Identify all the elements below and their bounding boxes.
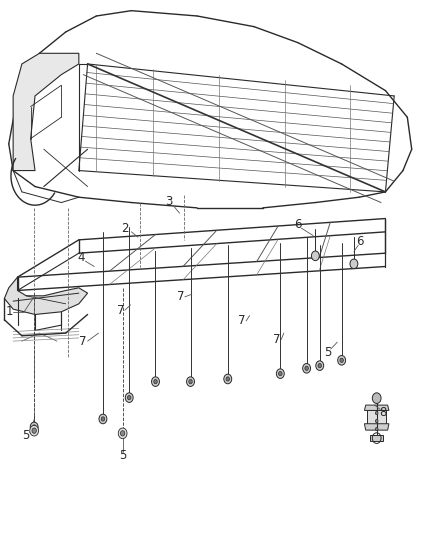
Circle shape bbox=[187, 377, 194, 386]
Circle shape bbox=[101, 417, 105, 421]
Circle shape bbox=[350, 259, 358, 269]
Circle shape bbox=[152, 377, 159, 386]
Circle shape bbox=[305, 366, 308, 370]
Circle shape bbox=[99, 414, 107, 424]
Text: 5: 5 bbox=[23, 430, 30, 442]
Text: 7: 7 bbox=[238, 314, 246, 327]
Circle shape bbox=[32, 428, 36, 433]
Circle shape bbox=[375, 411, 378, 415]
Text: 2: 2 bbox=[121, 222, 129, 235]
Circle shape bbox=[338, 356, 346, 365]
Circle shape bbox=[30, 422, 38, 432]
Text: 7: 7 bbox=[79, 335, 87, 348]
Circle shape bbox=[127, 395, 131, 400]
Circle shape bbox=[375, 427, 378, 431]
Circle shape bbox=[154, 379, 157, 384]
Text: 7: 7 bbox=[273, 333, 281, 346]
Text: 8: 8 bbox=[380, 406, 387, 419]
Text: 6: 6 bbox=[356, 236, 364, 248]
Text: 6: 6 bbox=[294, 219, 302, 231]
Text: 5: 5 bbox=[119, 449, 126, 462]
Circle shape bbox=[189, 379, 192, 384]
Circle shape bbox=[303, 364, 311, 373]
Polygon shape bbox=[4, 277, 88, 314]
Polygon shape bbox=[370, 435, 383, 441]
Circle shape bbox=[311, 251, 319, 261]
Circle shape bbox=[120, 431, 125, 436]
Circle shape bbox=[276, 369, 284, 378]
Polygon shape bbox=[13, 53, 79, 171]
Circle shape bbox=[340, 358, 343, 362]
Text: 1: 1 bbox=[6, 305, 14, 318]
Circle shape bbox=[375, 419, 378, 423]
Polygon shape bbox=[367, 410, 386, 424]
Circle shape bbox=[118, 428, 127, 439]
Polygon shape bbox=[364, 424, 389, 430]
Text: 7: 7 bbox=[117, 304, 124, 317]
Text: 7: 7 bbox=[177, 290, 184, 303]
Circle shape bbox=[226, 377, 230, 381]
Polygon shape bbox=[364, 405, 389, 410]
Circle shape bbox=[279, 372, 282, 376]
Circle shape bbox=[32, 425, 36, 429]
Circle shape bbox=[30, 425, 39, 436]
Circle shape bbox=[372, 393, 381, 403]
Circle shape bbox=[125, 393, 133, 402]
Circle shape bbox=[224, 374, 232, 384]
Text: 3: 3 bbox=[165, 195, 172, 208]
Circle shape bbox=[318, 364, 321, 368]
Text: 4: 4 bbox=[77, 251, 85, 264]
Circle shape bbox=[316, 361, 324, 370]
Text: 5: 5 bbox=[324, 346, 331, 359]
